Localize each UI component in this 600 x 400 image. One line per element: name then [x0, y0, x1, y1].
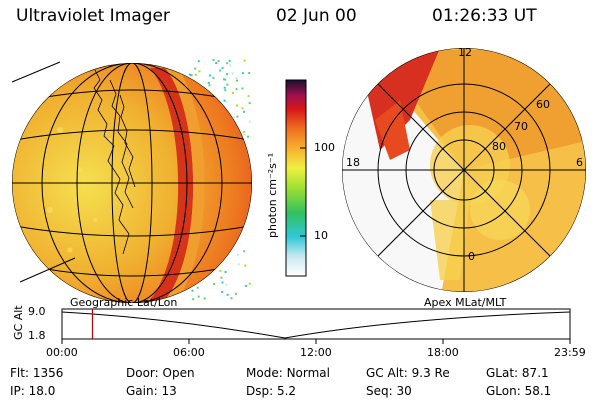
status-door-value: Open	[162, 366, 195, 380]
status-glat-label: GLat:	[486, 366, 519, 380]
status-door: Door: Open	[126, 366, 195, 380]
gc-alt-timeline	[61, 308, 571, 344]
mlt-label-0: 0	[468, 250, 475, 263]
status-glat: GLat: 87.1	[486, 366, 549, 380]
status-gain: Gain: 13	[126, 384, 177, 398]
status-flt-label: Flt:	[10, 366, 29, 380]
mlat-label-80: 80	[492, 140, 506, 153]
colorbar	[285, 79, 307, 277]
status-mode: Mode: Normal	[246, 366, 330, 380]
timeline-x-tick-4: 23:59	[554, 346, 586, 359]
status-door-label: Door:	[126, 366, 159, 380]
mlat-label-60: 60	[536, 98, 550, 111]
colorbar-tick-100: 100	[314, 141, 335, 154]
status-flt-value: 1356	[32, 366, 64, 380]
timeline-x-tick-2: 12:00	[300, 346, 332, 359]
status-gcalt-value: 9.3 Re	[411, 366, 450, 380]
status-glon-value: 58.1	[524, 384, 552, 398]
date-label: 02 Jun 00	[276, 6, 357, 26]
right-panel-caption: Apex MLat/MLT	[424, 296, 507, 309]
timeline-x-tick-1: 06:00	[173, 346, 205, 359]
timeline-x-tick-3: 18:00	[427, 346, 459, 359]
colorbar-tick-10: 10	[314, 229, 328, 242]
status-gcalt: GC Alt: 9.3 Re	[366, 366, 450, 380]
time-label: 01:26:33 UT	[432, 6, 537, 26]
status-glon-label: GLon:	[486, 384, 521, 398]
status-gcalt-label: GC Alt:	[366, 366, 408, 380]
status-gain-label: Gain:	[126, 384, 158, 398]
mlt-label-12: 12	[458, 46, 472, 59]
timeline-y-tick-bottom: 1.8	[28, 329, 46, 342]
timeline-y-tick-top: 9.0	[28, 305, 46, 318]
mlt-label-6: 6	[576, 156, 583, 169]
status-dsp: Dsp: 5.2	[246, 384, 296, 398]
status-glat-value: 87.1	[521, 366, 549, 380]
status-dsp-label: Dsp:	[246, 384, 274, 398]
status-seq: Seq: 30	[366, 384, 412, 398]
instrument-title: Ultraviolet Imager	[16, 6, 170, 26]
timeline-y-label: GC Alt	[12, 305, 25, 340]
status-seq-label: Seq:	[366, 384, 393, 398]
status-ip-value: 18.0	[28, 384, 56, 398]
mlt-label-18: 18	[346, 156, 360, 169]
polar-image-panel	[342, 48, 586, 292]
status-mode-value: Normal	[286, 366, 330, 380]
mlat-label-70: 70	[514, 120, 528, 133]
left-panel-caption: Geographic Lat/Lon	[70, 296, 178, 309]
status-seq-value: 30	[396, 384, 412, 398]
timeline-x-tick-0: 00:00	[46, 346, 78, 359]
status-mode-label: Mode:	[246, 366, 283, 380]
status-gain-value: 13	[161, 384, 177, 398]
status-dsp-value: 5.2	[276, 384, 297, 398]
status-flt: Flt: 1356	[10, 366, 63, 380]
status-glon: GLon: 58.1	[486, 384, 551, 398]
geographic-image-panel	[11, 59, 252, 303]
colorbar-unit-label: photon cm⁻²s⁻¹	[266, 152, 279, 238]
status-ip: IP: 18.0	[10, 384, 55, 398]
status-ip-label: IP:	[10, 384, 25, 398]
